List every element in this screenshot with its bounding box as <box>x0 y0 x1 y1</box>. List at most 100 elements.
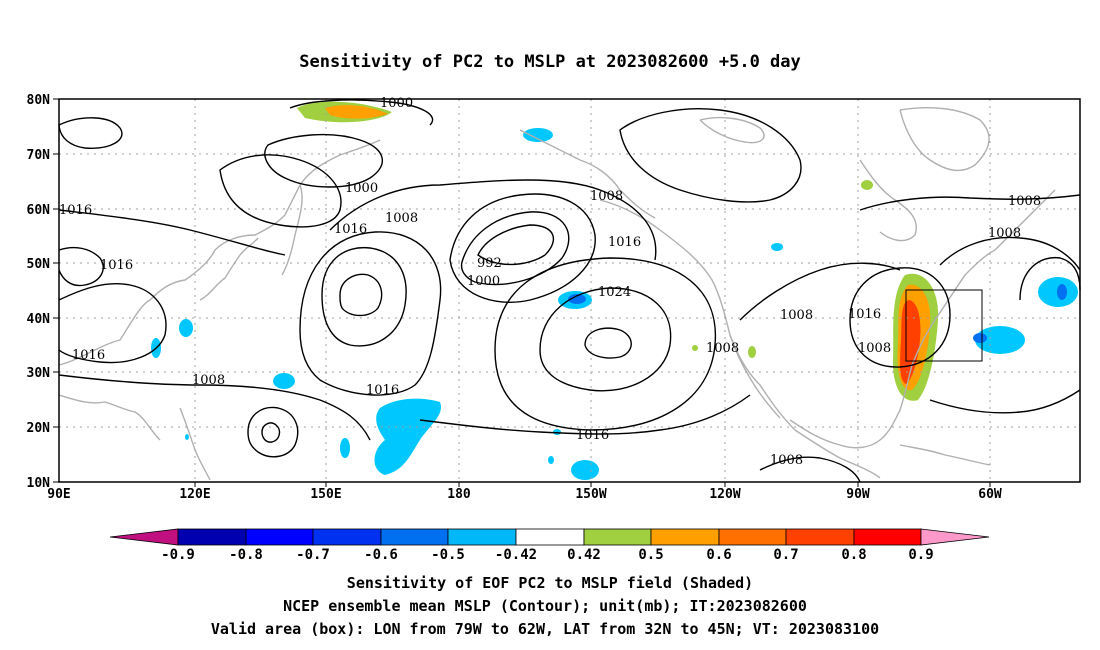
contour-1016-east-atlantic-high <box>1019 256 1081 301</box>
contour-labels: 1000 1000 1008 1016 1016 1016 992 1000 1… <box>59 96 1041 468</box>
lon-tick-label: 180 <box>447 487 471 502</box>
lat-tick-label: 60N <box>27 203 51 218</box>
figure-title: Sensitivity of PC2 to MSLP at 2023082600… <box>299 52 801 72</box>
contour-high-inner <box>584 327 632 359</box>
coastline-gulf <box>789 409 901 449</box>
colorbar-label: -0.6 <box>364 547 398 563</box>
negative-patch-arctic-ocean <box>523 128 553 142</box>
colorbar-label: 0.6 <box>706 547 731 563</box>
figure-captions: Sensitivity of EOF PC2 to MSLP field (Sh… <box>211 574 879 638</box>
contour-low-992 <box>477 224 555 266</box>
contour-label: 1000 <box>345 181 378 196</box>
contour-low-1000 <box>460 211 570 286</box>
contour-label: 1016 <box>334 222 367 237</box>
lon-tick-label: 90E <box>47 487 70 502</box>
caption-line-3: Valid area (box): LON from 79W to 62W, L… <box>211 620 879 638</box>
colorbar-bin <box>380 528 449 546</box>
contour-1000-north <box>264 133 383 188</box>
contour-label: 1008 <box>1008 194 1041 209</box>
contour-typhoon-inner <box>261 422 281 443</box>
caption-line-1: Sensitivity of EOF PC2 to MSLP field (Sh… <box>347 574 753 592</box>
contour-1000-arctic <box>289 99 434 126</box>
longitude-axis: 90E 120E 150E 180 150W 120W 90W 60W <box>47 487 1002 502</box>
lat-tick-label: 30N <box>27 366 51 381</box>
coastline-alaska <box>519 129 656 219</box>
lat-tick-label: 80N <box>27 93 51 108</box>
negative-patch-north-america <box>771 243 783 251</box>
contour-1016-south <box>419 394 751 435</box>
coastline-central-america <box>794 429 881 479</box>
colorbar-bin <box>583 528 652 546</box>
valid-area-box <box>905 289 983 362</box>
contour-high-1016 <box>494 257 717 431</box>
colorbar-bin <box>245 528 314 546</box>
colorbar-label: -0.7 <box>296 547 330 563</box>
coastline-north-america-west <box>599 199 796 431</box>
sensitivity-shading <box>151 101 1078 480</box>
colorbar: -0.9 -0.8 -0.7 -0.6 -0.5 -0.42 0.42 0.5 … <box>109 528 990 563</box>
colorbar-bin <box>853 528 922 546</box>
contour-1016-asia <box>58 209 286 256</box>
contour-label: 992 <box>477 256 502 271</box>
colorbar-label: -0.42 <box>495 547 537 563</box>
contour-label: 1016 <box>72 348 105 363</box>
map-border <box>58 98 1081 483</box>
colorbar-label: 0.8 <box>841 547 866 563</box>
positive-patch-arctic-core <box>325 105 388 119</box>
colorbar-label: 0.9 <box>908 547 933 563</box>
negative-patch-west-pacific <box>273 373 295 389</box>
positive-spot-pacific <box>692 345 698 351</box>
lat-tick-label: 20N <box>27 421 51 436</box>
longitude-ticks <box>194 482 991 487</box>
contour-label: 1016 <box>366 383 399 398</box>
mslp-contours <box>58 99 1081 483</box>
contour-1008-atlantic <box>939 236 1081 271</box>
negative-patch-atlantic <box>975 326 1025 354</box>
colorbar-label: 0.42 <box>567 547 601 563</box>
coastline-mexico <box>729 334 781 419</box>
colorbar-arrow-left <box>109 528 179 546</box>
coastline-east-us <box>899 249 996 411</box>
contour-label: 1008 <box>192 373 225 388</box>
negative-patch-aleutian-core <box>568 294 586 304</box>
lat-tick-label: 40N <box>27 312 51 327</box>
lon-tick-label: 120E <box>179 487 210 502</box>
lon-tick-label: 150E <box>310 487 341 502</box>
colorbar-labels: -0.9 -0.8 -0.7 -0.6 -0.5 -0.42 0.42 0.5 … <box>161 547 934 563</box>
lat-tick-label: 10N <box>27 476 51 491</box>
contour-label: 1000 <box>467 274 500 289</box>
contour-label: 1008 <box>780 308 813 323</box>
contour-label: 1008 <box>988 226 1021 241</box>
positive-spot-mexico <box>748 346 756 358</box>
negative-patch-hawaii <box>571 460 599 480</box>
colorbar-label: 0.7 <box>773 547 798 563</box>
contour-1008-america <box>739 262 901 321</box>
contour-1016-atlantic <box>929 389 1081 414</box>
negative-patch-japan <box>179 319 193 337</box>
contour-1008-arctic-north <box>619 108 802 203</box>
contour-1008-siberia <box>219 154 342 228</box>
contour-label: 1008 <box>770 453 803 468</box>
negative-patch-east-atlantic-core <box>1057 284 1067 300</box>
contour-1016-arctic-ring <box>58 117 123 149</box>
colorbar-bin <box>177 528 247 546</box>
contour-label: 1016 <box>59 203 92 218</box>
contour-typhoon-outer <box>247 406 299 458</box>
colorbar-arrow-right <box>920 528 990 546</box>
contour-label: 1016 <box>100 258 133 273</box>
contour-1008-gulf <box>759 456 861 483</box>
coastline-hudson <box>859 159 917 242</box>
lat-lon-grid <box>59 99 1080 482</box>
colorbar-label: -0.5 <box>431 547 465 563</box>
lat-tick-label: 50N <box>27 257 51 272</box>
contour-1016-north-pacific <box>329 179 657 261</box>
positive-patch-eastern-us-inner <box>900 300 921 384</box>
map-panel: 1000 1000 1008 1016 1016 1016 992 1000 1… <box>58 96 1081 483</box>
lat-tick-label: 70N <box>27 148 51 163</box>
contour-1016-west <box>58 283 167 364</box>
contour-high-1024 <box>539 287 672 392</box>
contour-1016-west-upper <box>58 246 104 287</box>
negative-patch-atlantic-core <box>973 333 987 343</box>
contour-label: 1024 <box>598 285 631 300</box>
